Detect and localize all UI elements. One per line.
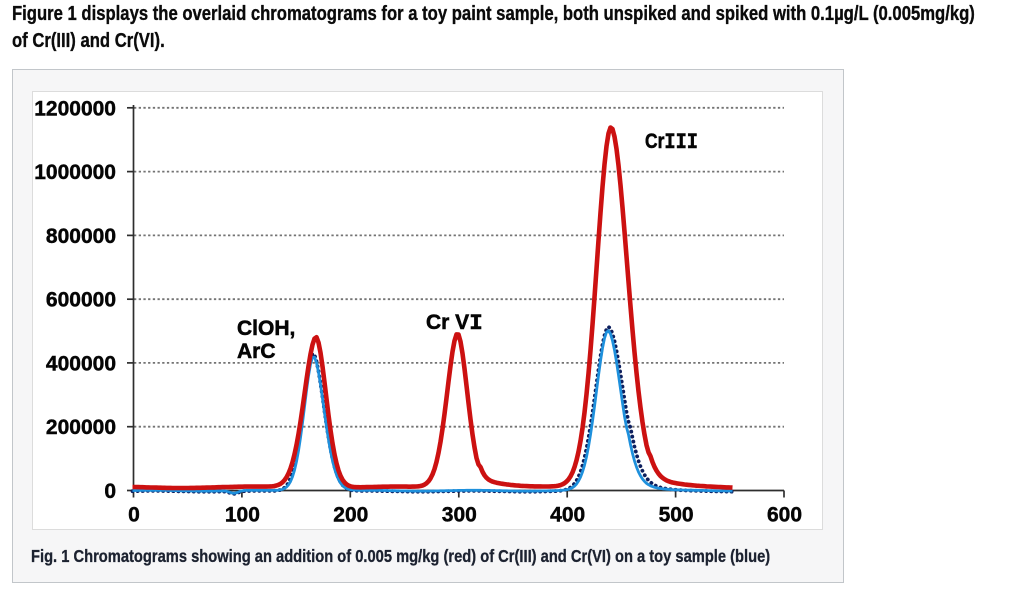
svg-text:1200000: 1200000 <box>34 97 116 120</box>
svg-text:300: 300 <box>442 503 477 526</box>
svg-text:200000: 200000 <box>46 416 116 439</box>
svg-text:1000000: 1000000 <box>34 161 116 184</box>
svg-text:400: 400 <box>550 503 585 526</box>
svg-text:800000: 800000 <box>46 225 116 248</box>
svg-text:0: 0 <box>128 503 140 526</box>
svg-text:0: 0 <box>104 480 116 503</box>
svg-text:500: 500 <box>659 503 694 526</box>
svg-text:600000: 600000 <box>46 289 116 312</box>
svg-text:400000: 400000 <box>46 352 116 375</box>
svg-text:600: 600 <box>767 503 802 526</box>
svg-text:100: 100 <box>225 503 260 526</box>
svg-text:200: 200 <box>333 503 368 526</box>
